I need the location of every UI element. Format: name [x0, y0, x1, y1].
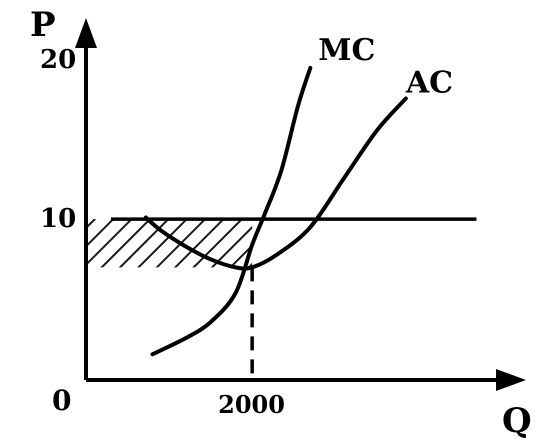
- y-tick-label-20: 20: [40, 45, 76, 75]
- x-axis-arrowhead: [496, 369, 526, 391]
- origin-label: 0: [52, 384, 71, 417]
- mc-curve-label: MC: [318, 33, 375, 68]
- y-tick-label-10: 10: [40, 204, 76, 234]
- y-axis-label: P: [30, 5, 56, 45]
- x-tick-label-2000: 2000: [218, 390, 285, 419]
- ac-curve: [143, 96, 408, 271]
- x-axis-label: Q: [502, 401, 532, 441]
- mc-curve: [150, 65, 313, 357]
- ac-curve-label: AC: [405, 65, 453, 100]
- y-axis-arrowhead: [75, 18, 97, 48]
- profit-shaded-area: [86, 219, 253, 268]
